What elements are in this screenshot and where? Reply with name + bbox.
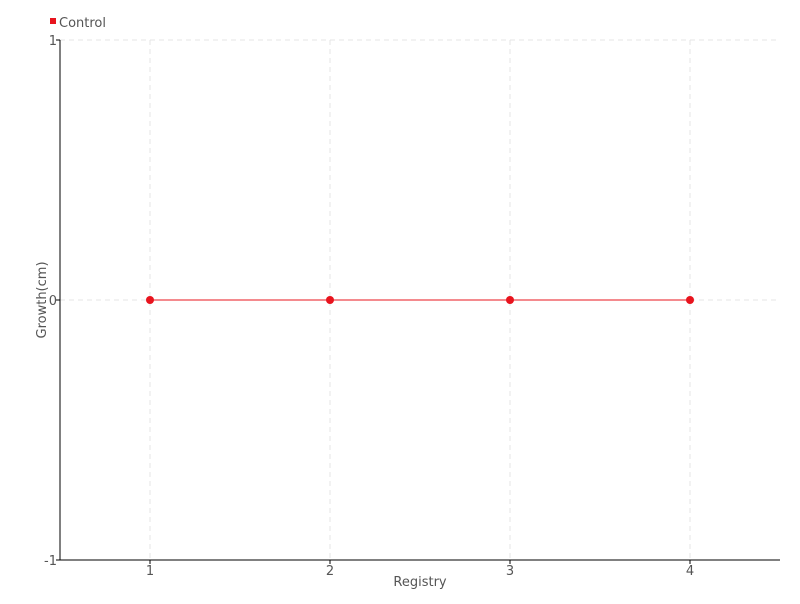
- x-tick-label: 4: [686, 564, 694, 579]
- legend-label-control: Control: [59, 16, 106, 31]
- data-point: [506, 296, 514, 304]
- legend[interactable]: Control: [50, 16, 106, 31]
- y-tick-label: 0: [49, 294, 57, 309]
- y-axis-label: Growth(cm): [35, 261, 50, 338]
- ticks: 1 2 3 4 -1 0 1: [44, 34, 694, 579]
- x-tick-label: 2: [326, 564, 334, 579]
- data-point: [326, 296, 334, 304]
- x-tick-label: 1: [146, 564, 154, 579]
- series: [146, 296, 694, 304]
- x-tick-label: 3: [506, 564, 514, 579]
- legend-swatch-control: [50, 18, 56, 24]
- data-point: [686, 296, 694, 304]
- y-tick-label: -1: [44, 554, 57, 569]
- y-tick-label: 1: [49, 34, 57, 49]
- data-point: [146, 296, 154, 304]
- x-axis-label: Registry: [393, 575, 447, 590]
